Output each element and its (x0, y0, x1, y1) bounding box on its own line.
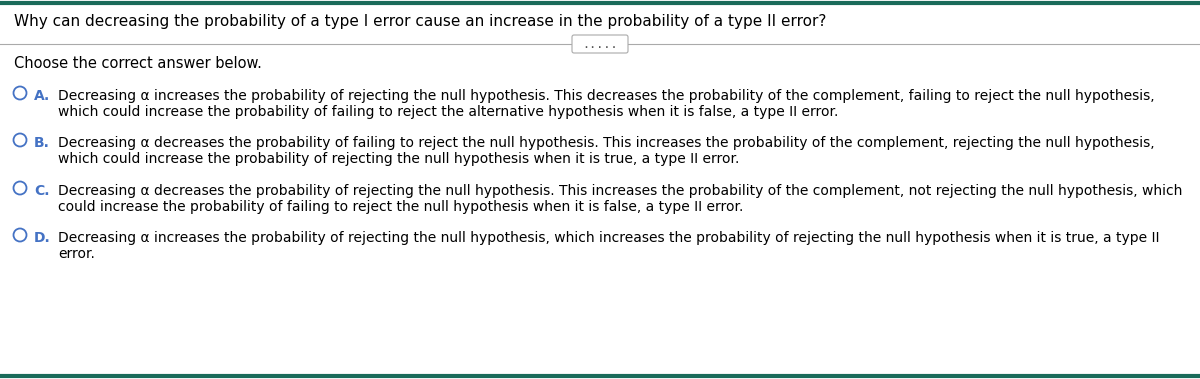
Text: Decreasing α increases the probability of rejecting the null hypothesis. This de: Decreasing α increases the probability o… (58, 89, 1154, 103)
Text: Choose the correct answer below.: Choose the correct answer below. (14, 56, 262, 71)
Text: could increase the probability of failing to reject the null hypothesis when it : could increase the probability of failin… (58, 200, 743, 214)
Text: B.: B. (34, 136, 50, 150)
Text: error.: error. (58, 247, 95, 261)
Text: A.: A. (34, 89, 50, 103)
FancyBboxPatch shape (572, 35, 628, 53)
Text: Why can decreasing the probability of a type I error cause an increase in the pr: Why can decreasing the probability of a … (14, 14, 827, 29)
Text: .....: ..... (582, 38, 618, 50)
Text: which could increase the probability of failing to reject the alternative hypoth: which could increase the probability of … (58, 105, 839, 119)
Text: C.: C. (34, 184, 49, 198)
Text: which could increase the probability of rejecting the null hypothesis when it is: which could increase the probability of … (58, 152, 739, 166)
Text: Decreasing α decreases the probability of failing to reject the null hypothesis.: Decreasing α decreases the probability o… (58, 136, 1154, 150)
Text: D.: D. (34, 231, 50, 245)
Text: Decreasing α decreases the probability of rejecting the null hypothesis. This in: Decreasing α decreases the probability o… (58, 184, 1182, 198)
Text: Decreasing α increases the probability of rejecting the null hypothesis, which i: Decreasing α increases the probability o… (58, 231, 1159, 245)
